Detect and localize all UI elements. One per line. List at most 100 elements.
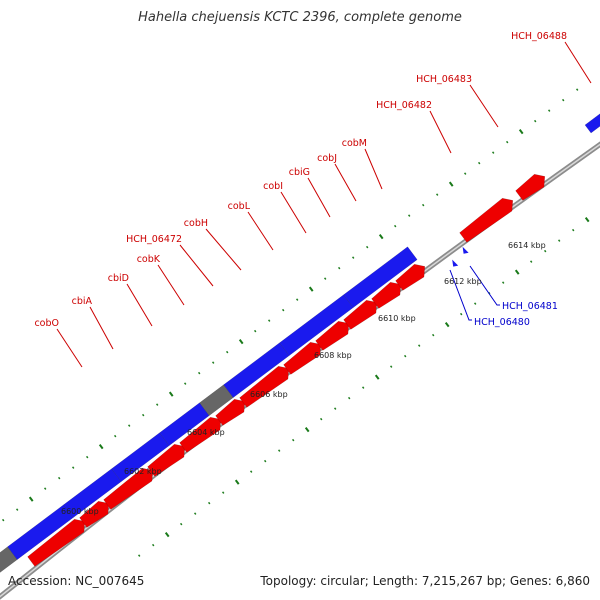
label-leader-line (429, 110, 452, 154)
tick-mark (292, 438, 295, 442)
tick-mark (362, 386, 365, 389)
tick-mark (436, 193, 439, 196)
scale-label: 6614 kbp (508, 241, 546, 250)
tick-mark (113, 434, 117, 438)
tick-mark (128, 424, 131, 427)
gene-label: HCH_06472 (126, 234, 182, 245)
tick-mark (85, 455, 89, 459)
gene-label: HCH_06483 (416, 74, 472, 85)
accession-text: Accession: NC_007645 (8, 574, 145, 588)
tick-mark (408, 214, 411, 217)
label-leader-line (56, 328, 83, 368)
tick-mark (422, 203, 425, 207)
tick-mark (198, 371, 201, 375)
tick-mark (390, 365, 393, 368)
label-leader-line (205, 228, 242, 271)
gene-label: HCH_06488 (511, 31, 567, 42)
label-leader-line (564, 41, 592, 84)
tick-mark (234, 479, 240, 485)
label-leader-line (449, 269, 472, 321)
gene-label: cobJ (317, 153, 337, 164)
forward-gene-arrow (179, 416, 222, 453)
tick-mark (518, 129, 524, 135)
gene-label: cobO (34, 318, 59, 329)
tick-mark (250, 470, 253, 473)
tick-mark (374, 374, 380, 380)
label-leader-line (334, 163, 357, 202)
forward-gene-arrow (371, 281, 402, 309)
tick-mark (194, 512, 197, 515)
scale-label: 6610 kbp (378, 314, 416, 323)
tick-mark (164, 531, 170, 538)
tick-mark (212, 361, 215, 364)
tick-mark (547, 109, 551, 112)
tick-mark (543, 249, 547, 253)
tick-mark (502, 281, 505, 284)
gene-label: HCH_06482 (376, 100, 432, 111)
gene-label: cbiD (108, 273, 129, 284)
tick-mark (561, 98, 565, 102)
tick-mark (460, 312, 463, 316)
tick-mark (378, 234, 384, 240)
scale-label: 6600 kbp (61, 507, 99, 516)
tick-mark (238, 339, 244, 345)
tick-mark (142, 413, 145, 417)
forward-gene-arrow (239, 365, 290, 408)
tick-mark (138, 554, 141, 557)
tick-mark (184, 382, 187, 385)
tick-mark (180, 522, 183, 526)
tick-mark (98, 444, 104, 450)
tick-mark (222, 491, 225, 494)
gene-label: cobM (342, 138, 367, 149)
tick-mark (474, 302, 477, 305)
tick-mark (226, 350, 229, 354)
tick-mark (296, 298, 299, 301)
tick-mark (557, 239, 561, 242)
scale-label: 6608 kbp (314, 351, 352, 360)
gene-label: cobK (137, 254, 161, 265)
forward-gene-arrow (79, 500, 110, 528)
gene-features (0, 113, 600, 573)
label-leader-lines (56, 41, 592, 368)
forward-gene-arrow (147, 443, 186, 477)
tick-mark (348, 396, 351, 400)
tick-mark (404, 354, 407, 358)
scale-labels: 6600 kbp 6602 kbp 6604 kbp 6606 kbp 6608 kbp… (61, 241, 546, 516)
tick-mark (168, 391, 174, 397)
tick-mark (268, 319, 271, 322)
forward-gene-arrow (515, 173, 546, 201)
tick-mark (352, 256, 355, 259)
tick-mark (444, 322, 450, 328)
tick-mark (418, 344, 421, 347)
tick-mark (1, 518, 5, 522)
tick-mark (208, 501, 211, 505)
tick-mark (514, 269, 520, 275)
forward-gene-arrow (343, 299, 378, 330)
forward-gene-arrow (27, 518, 86, 567)
tick-mark (506, 140, 509, 144)
label-leader-line (157, 264, 185, 306)
tick-mark (282, 308, 285, 312)
label-leader-line (126, 283, 153, 327)
tick-mark (334, 407, 337, 410)
forward-gene-arrow (315, 320, 350, 351)
tick-mark (28, 496, 34, 502)
tick-mark (571, 228, 575, 232)
tick-mark (464, 172, 467, 175)
label-leader-line (307, 177, 331, 218)
forward-gene-arrow (103, 467, 154, 510)
tick-mark (394, 224, 397, 228)
map-title: Hahella chejuensis KCTC 2396, complete g… (138, 10, 462, 25)
tick-mark (156, 403, 159, 406)
gene-label: HCH_06481 (502, 301, 558, 312)
tick-mark (320, 417, 323, 421)
tick-mark (338, 266, 341, 270)
tick-mark (584, 217, 590, 223)
label-leader-line (280, 191, 307, 234)
forward-gene-arrow (215, 398, 246, 426)
gene-label: cobL (228, 201, 251, 212)
tick-marks (1, 88, 600, 557)
